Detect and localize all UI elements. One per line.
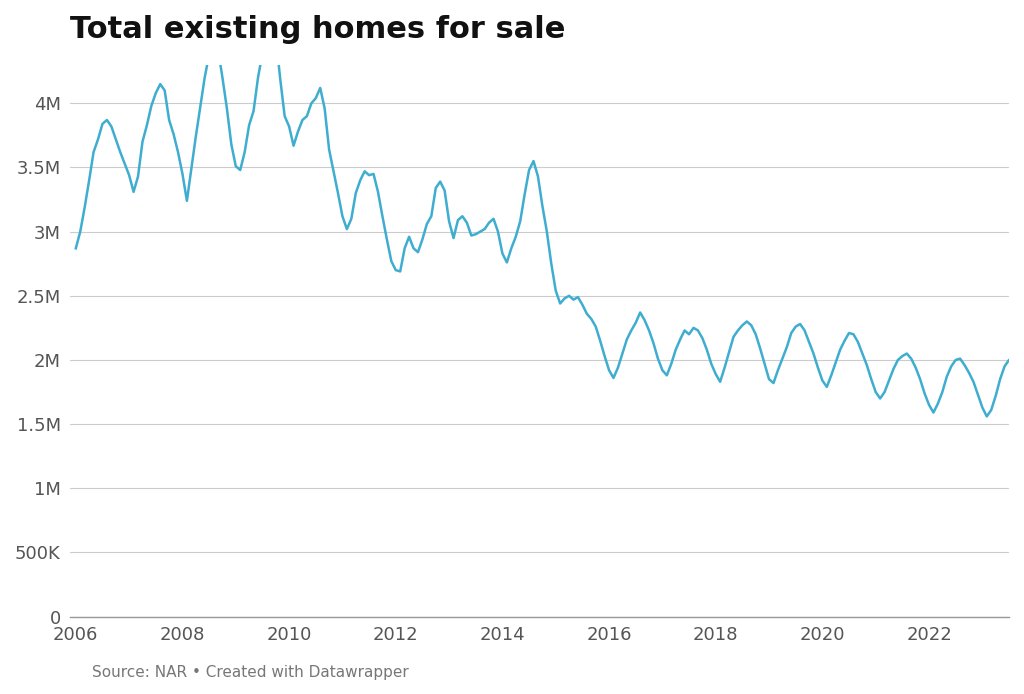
Text: Total existing homes for sale: Total existing homes for sale bbox=[71, 15, 566, 44]
Text: Source: NAR • Created with Datawrapper: Source: NAR • Created with Datawrapper bbox=[92, 665, 409, 680]
